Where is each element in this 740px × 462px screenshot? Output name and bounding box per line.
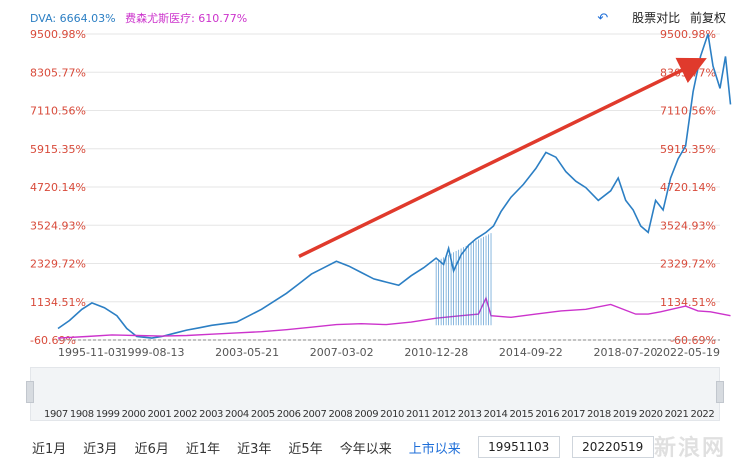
y-tick-label-right: 3524.93% — [660, 219, 716, 232]
watermark: 新浪网 — [653, 436, 726, 461]
navigator-year-label: 2011 — [406, 409, 430, 420]
navigator-year-label: 2000 — [121, 409, 146, 420]
navigator-year-label: 2022 — [690, 409, 715, 420]
y-tick-label-right: 4720.14% — [660, 181, 716, 194]
range-6m[interactable]: 近6月 — [134, 441, 169, 457]
navigator-year-label: 2018 — [587, 409, 611, 420]
y-tick-label-left: 4720.14% — [30, 181, 86, 194]
x-tick-label: 2014-09-22 — [499, 346, 563, 359]
navigator-year-label: 2004 — [225, 409, 249, 420]
series-line-fmc — [57, 296, 731, 339]
navigator-year-label: 2006 — [276, 409, 301, 420]
line-chart: 9500.98% 9500.98%8305.77% 8305.77%7110.56%… — [30, 28, 732, 359]
y-tick-label-right: 9500.98% — [660, 28, 716, 41]
range-since-listing[interactable]: 上市以来 — [408, 441, 461, 457]
series-line-dva — [57, 33, 732, 339]
y-tick-label-left: 2329.72% — [30, 258, 86, 271]
navigator-year-labels: 1907 1908 1999 2000 2001 2002 2003 2004 2005 2006… — [44, 409, 716, 420]
time-navigator[interactable]: 1907 1908 1999 2000 2001 2002 2003 2004 2005 2006… — [26, 367, 724, 421]
range-ytd[interactable]: 今年以来 — [339, 441, 392, 457]
x-tick-label: 2018-07-20 — [593, 346, 657, 359]
navigator-year-label: 2012 — [431, 409, 456, 420]
navigator-year-label: 2008 — [328, 409, 353, 420]
range-1m[interactable]: 近1月 — [32, 441, 67, 457]
x-tick-label: 2010-12-28 — [404, 346, 468, 359]
navigator-right-handle[interactable] — [716, 381, 724, 403]
x-tick-label: 2007-03-02 — [310, 346, 374, 359]
start-date-input[interactable]: 19951103 — [477, 436, 560, 458]
navigator-year-label: 2015 — [509, 409, 534, 420]
navigator-year-label: 2001 — [147, 409, 172, 420]
range-5y[interactable]: 近5年 — [288, 441, 323, 457]
adjust-mode-button[interactable]: 前复权 — [689, 11, 726, 25]
navigator-frame — [30, 367, 720, 421]
x-tick-label: 1999-08-13 — [121, 346, 185, 359]
navigator-year-label: 2009 — [354, 409, 379, 420]
undo-arrow-icon[interactable]: ↶ — [597, 11, 609, 26]
x-tick-label: 2022-05-19 — [656, 346, 720, 359]
navigator-year-label: 2005 — [250, 409, 275, 420]
y-tick-label-right: 1134.51% — [660, 296, 716, 309]
navigator-year-label: 2007 — [302, 409, 327, 420]
y-tick-label-left: 7110.56% — [30, 105, 86, 118]
range-1y[interactable]: 近1年 — [185, 441, 221, 457]
chart-legend: DVA: 6664.03% 费森尤斯医疗: 610.77% — [30, 10, 253, 26]
navigator-year-label: 2020 — [638, 409, 663, 420]
navigator-year-label: 2016 — [535, 409, 560, 420]
navigator-year-label: 2013 — [457, 409, 482, 420]
navigator-year-label: 2003 — [199, 409, 224, 420]
y-tick-label-right: 2329.72% — [660, 258, 716, 271]
navigator-left-handle[interactable] — [26, 381, 34, 403]
navigator-year-label: 2021 — [664, 409, 689, 420]
navigator-year-label: 2002 — [173, 409, 198, 420]
range-selector: 近1月 近3月 近6月 近1年 近3年 近5年 今年以来 上市以来 199511… — [32, 436, 666, 458]
x-tick-label: 1995-11-03 — [58, 346, 122, 359]
navigator-year-label: 2014 — [483, 409, 508, 420]
y-tick-label-right: 7110.56% — [660, 105, 716, 118]
trend-arrow — [298, 57, 707, 259]
navigator-year-label: 1907 — [44, 409, 68, 420]
end-date-input[interactable]: 20220519 — [571, 436, 654, 458]
navigator-year-label: 1908 — [69, 409, 94, 420]
y-tick-label-left: 8305.77% — [30, 66, 86, 79]
y-tick-label-left: 5915.35% — [30, 143, 86, 156]
range-3m[interactable]: 近3月 — [83, 441, 118, 457]
navigator-year-label: 2019 — [612, 409, 637, 420]
chart-toolbar: ↶ 股票对比 前复权 — [597, 9, 726, 26]
navigator-year-label: 2010 — [380, 409, 405, 420]
navigator-year-label: 2017 — [561, 409, 586, 420]
stock-compare-button[interactable]: 股票对比 — [632, 11, 681, 25]
legend-dva: DVA: 6664.03% — [30, 12, 116, 25]
y-tick-label-right: 5915.35% — [660, 143, 716, 156]
navigator-year-label: 1999 — [95, 409, 120, 420]
y-tick-label-left: 3524.93% — [30, 219, 86, 232]
range-3y[interactable]: 近3年 — [237, 441, 272, 457]
legend-fmc: 费森尤斯医疗: 610.77% — [125, 12, 248, 25]
y-tick-label-left: 9500.98% — [30, 28, 86, 41]
x-tick-label: 2003-05-21 — [215, 346, 279, 359]
y-tick-label-left: 1134.51% — [30, 296, 86, 309]
